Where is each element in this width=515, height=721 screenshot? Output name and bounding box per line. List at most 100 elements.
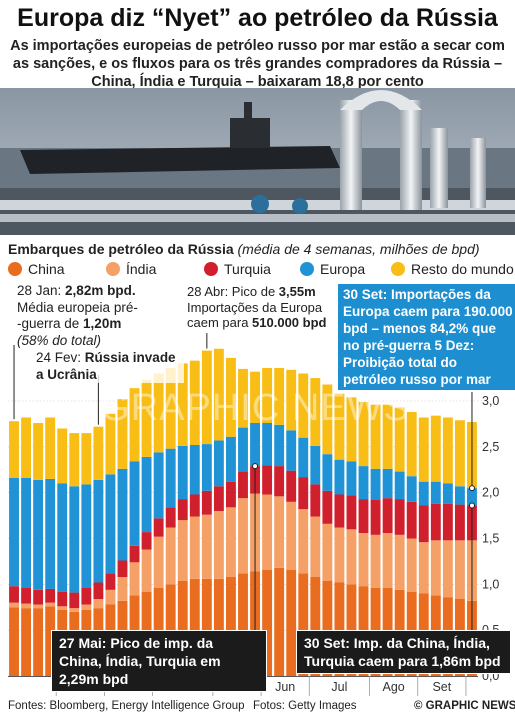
bar-segment-turkey [69,592,80,609]
bar-segment-europe [177,445,188,500]
bar-segment-china [201,578,212,676]
bar-segment-china [322,580,333,676]
bar-segment-china [298,573,309,676]
legend-swatch-india [106,262,120,276]
bar-segment-china [334,582,345,676]
bar-segment-rest [201,350,212,445]
bar-segment-india [394,534,405,590]
legend-item-india: Índia [106,261,156,277]
bar-segment-europe [105,474,116,574]
bar-segment-rest [310,378,321,446]
bar-segment-china [213,578,224,676]
bar-segment-turkey [418,505,429,543]
x-month-label: Jul [331,680,347,694]
bar-segment-india [322,523,333,581]
bar-segment-turkey [57,591,68,607]
bar-segment-turkey [358,499,369,533]
bar-segment-india [45,602,56,607]
bar-segment-india [406,538,417,592]
x-month-label: Ago [383,680,405,694]
annotation-jan28-line3a: -guerra de [17,316,84,331]
bar-segment-rest [33,423,44,480]
bar-segment-india [430,540,441,596]
bar-segment-europe [33,479,44,590]
bar-segment-rest [9,421,19,478]
bar-segment-europe [21,478,32,588]
bar-segment-india [141,549,152,592]
bar-segment-india [213,511,224,579]
bar-segment-rest [406,412,417,477]
bar-segment-india [117,577,128,601]
bar-segment-turkey [129,545,140,563]
bar-segment-india [81,604,92,610]
bar-segment-europe [298,437,309,478]
bar-segment-europe [189,445,200,495]
bar-segment-turkey [370,500,381,535]
annotation-apr28-line3b: 510.000 bpd [252,315,327,330]
bar-segment-turkey [298,477,309,510]
bar-segment-europe [322,454,333,491]
bar-segment-india [334,527,345,583]
annotation-box-europe-drop: 30 Set: Importações da Europa caem para … [336,282,515,392]
legend-label-rest: Resto do mundo [411,261,514,277]
bar-segment-rest [358,401,369,467]
bar-segment-rest [274,368,285,425]
annotation-jan28-value: 2,82m bpd. [65,283,136,298]
bar-segment-europe [382,468,393,499]
bar-segment-europe [286,430,297,471]
bar-segment-turkey [21,588,32,604]
bar-segment-turkey [310,484,321,517]
annotation-box-sep30: 30 Set: Imp. da China, Índia, Turquia ca… [296,630,511,674]
footer-credit: © GRAPHIC NEWS [414,700,515,712]
chart-heading-main: Embarques de petróleo da Rússia [8,241,234,257]
bar-segment-rest [298,373,309,438]
bar-segment-turkey [93,582,104,599]
annotation-apr28: 28 Abr: Pico de 3,55m Importações da Eur… [187,284,335,331]
y-tick-label: 1,5 [482,532,499,546]
bar-segment-europe [81,484,92,588]
bar-segment-turkey [117,560,128,577]
bar-segment-china [262,569,273,676]
bar-segment-europe [358,466,369,500]
bar-segment-china [9,607,19,676]
bar-segment-europe [129,461,140,546]
bar-segment-india [165,527,176,585]
bar-segment-europe [454,486,465,505]
bar-segment-rest [45,417,56,479]
bar-segment-europe [418,481,429,506]
bar-segment-turkey [189,494,200,517]
bar-segment-turkey [406,501,417,539]
bar-segment-china [189,578,200,676]
chart-heading: Embarques de petróleo da Rússia (média d… [8,241,480,257]
bar-segment-rest [418,417,429,482]
bar-segment-turkey [9,586,19,603]
bar-segment-turkey [81,588,92,605]
bar-segment-india [189,516,200,579]
tanker-pipeline-photo [0,88,515,235]
bar-segment-rest [382,404,393,469]
bar-segment-europe [9,478,19,587]
bar-segment-rest [189,360,200,445]
bar-segment-india [418,542,429,594]
bar-segment-turkey [177,499,188,521]
bar-segment-india [9,602,19,608]
legend-label-europe: Europa [320,261,366,277]
annotation-feb24-prefix: 24 Fev: [36,350,85,365]
bar-segment-china [21,608,32,676]
bar-segment-europe [57,483,68,592]
bar-segment-china [238,573,248,676]
bar-segment-rest [262,368,273,423]
bar-segment-rest [57,428,68,484]
bar-segment-india [201,514,212,579]
bar-segment-india [298,509,309,574]
annotation-box-may27: 27 Mai: Pico de imp. da China, Índia, Tu… [51,630,267,692]
bar-segment-europe [310,445,321,485]
x-month-label: Jun [275,680,295,694]
legend-swatch-turkey [204,262,218,276]
bar-segment-turkey [286,470,297,502]
bar-segment-rest [165,368,176,449]
legend-label-china: China [28,261,65,277]
bar-segment-china [286,569,297,676]
bar-segment-rest [454,420,465,487]
annotation-apr28-line2: Importações da Europa [187,299,323,315]
